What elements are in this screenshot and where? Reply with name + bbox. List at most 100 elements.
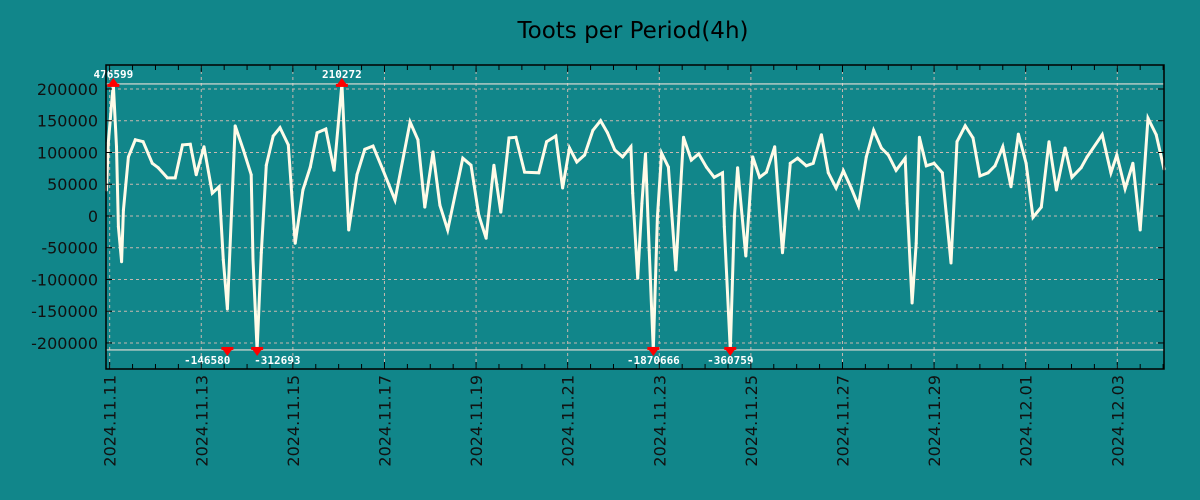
data-point bbox=[666, 165, 670, 169]
data-point bbox=[121, 208, 125, 212]
data-point bbox=[978, 174, 982, 178]
plot-frame bbox=[105, 64, 1165, 370]
data-point bbox=[720, 171, 724, 175]
data-point bbox=[568, 146, 572, 150]
data-point bbox=[655, 215, 659, 219]
clip-value-label: 210272 bbox=[322, 68, 362, 81]
data-point bbox=[408, 120, 412, 124]
data-point bbox=[194, 173, 198, 177]
data-point bbox=[233, 124, 237, 128]
clip-marker-down-icon bbox=[725, 348, 736, 356]
data-point bbox=[682, 135, 686, 139]
clip-value-label: -146580 bbox=[184, 354, 230, 367]
series-toots bbox=[104, 82, 1166, 352]
data-point bbox=[910, 301, 914, 305]
data-point bbox=[963, 124, 967, 128]
clip-marker-bar bbox=[724, 346, 737, 350]
data-point bbox=[210, 191, 214, 195]
data-point bbox=[1054, 188, 1058, 192]
data-point bbox=[613, 148, 617, 152]
data-point bbox=[879, 146, 883, 150]
data-point bbox=[120, 260, 124, 264]
data-point bbox=[924, 164, 928, 168]
data-point bbox=[764, 170, 768, 174]
data-point bbox=[932, 161, 936, 165]
data-point bbox=[225, 307, 229, 311]
data-point bbox=[940, 171, 944, 175]
data-point bbox=[834, 186, 838, 190]
data-point bbox=[293, 241, 297, 245]
data-point bbox=[363, 147, 367, 151]
data-point bbox=[1085, 155, 1089, 159]
data-point bbox=[332, 168, 336, 172]
data-point bbox=[689, 158, 693, 162]
data-point bbox=[347, 228, 351, 232]
data-point bbox=[278, 126, 282, 130]
data-point bbox=[591, 128, 595, 132]
data-point bbox=[1047, 140, 1051, 144]
data-point bbox=[971, 136, 975, 140]
y-tick-label: -150000 bbox=[31, 302, 98, 321]
data-point bbox=[780, 251, 784, 255]
data-point bbox=[841, 169, 845, 173]
data-point bbox=[523, 170, 527, 174]
data-point bbox=[894, 168, 898, 172]
data-point bbox=[674, 268, 678, 272]
data-point bbox=[697, 152, 701, 156]
data-point bbox=[514, 135, 518, 139]
data-point bbox=[251, 258, 255, 262]
grid bbox=[106, 65, 1164, 369]
data-point bbox=[1131, 161, 1135, 165]
x-tick-label: 2024.11.27 bbox=[833, 375, 852, 467]
data-point bbox=[758, 175, 762, 179]
data-point bbox=[712, 175, 716, 179]
data-point bbox=[492, 163, 496, 167]
data-point bbox=[914, 241, 918, 245]
data-point bbox=[126, 155, 130, 159]
data-point bbox=[315, 131, 319, 135]
data-point bbox=[631, 191, 635, 195]
data-point bbox=[903, 156, 907, 160]
data-point bbox=[423, 205, 427, 209]
data-point bbox=[647, 248, 651, 252]
data-point bbox=[599, 119, 603, 123]
data-point bbox=[849, 186, 853, 190]
data-point bbox=[732, 215, 736, 219]
data-point bbox=[804, 164, 808, 168]
data-point bbox=[393, 198, 397, 202]
clip-marker-bar bbox=[647, 346, 660, 350]
data-point bbox=[431, 150, 435, 154]
data-point bbox=[241, 148, 245, 152]
data-point bbox=[1154, 133, 1158, 137]
x-tick-label: 2024.11.17 bbox=[375, 375, 394, 467]
data-point bbox=[115, 145, 119, 149]
y-tick-label: -50000 bbox=[41, 239, 98, 258]
data-point bbox=[722, 225, 726, 229]
data-point bbox=[1001, 145, 1005, 149]
data-point bbox=[1123, 187, 1127, 191]
data-point bbox=[949, 261, 953, 265]
data-point bbox=[606, 131, 610, 135]
data-point bbox=[644, 152, 648, 156]
data-point bbox=[905, 201, 909, 205]
data-point bbox=[217, 185, 221, 189]
data-point bbox=[1146, 116, 1150, 120]
data-point bbox=[1016, 132, 1020, 136]
x-tick-label: 2024.11.11 bbox=[101, 375, 120, 467]
data-point bbox=[660, 151, 664, 155]
annotations: 476599 210272 -146580 -312693 -1870666 -36075… bbox=[93, 68, 753, 367]
x-tick-label: 2024.11.23 bbox=[650, 375, 669, 467]
data-point bbox=[324, 127, 328, 131]
data-point bbox=[864, 155, 868, 159]
clip-marker-down-icon bbox=[222, 348, 233, 356]
data-point bbox=[575, 160, 579, 164]
data-point bbox=[811, 161, 815, 165]
data-point bbox=[636, 276, 640, 280]
x-tick-label: 2024.11.15 bbox=[284, 375, 303, 467]
data-point bbox=[499, 210, 503, 214]
data-point bbox=[461, 156, 465, 160]
x-tick-label: 2024.12.03 bbox=[1108, 375, 1127, 467]
data-point bbox=[796, 156, 800, 160]
data-point bbox=[141, 140, 145, 144]
